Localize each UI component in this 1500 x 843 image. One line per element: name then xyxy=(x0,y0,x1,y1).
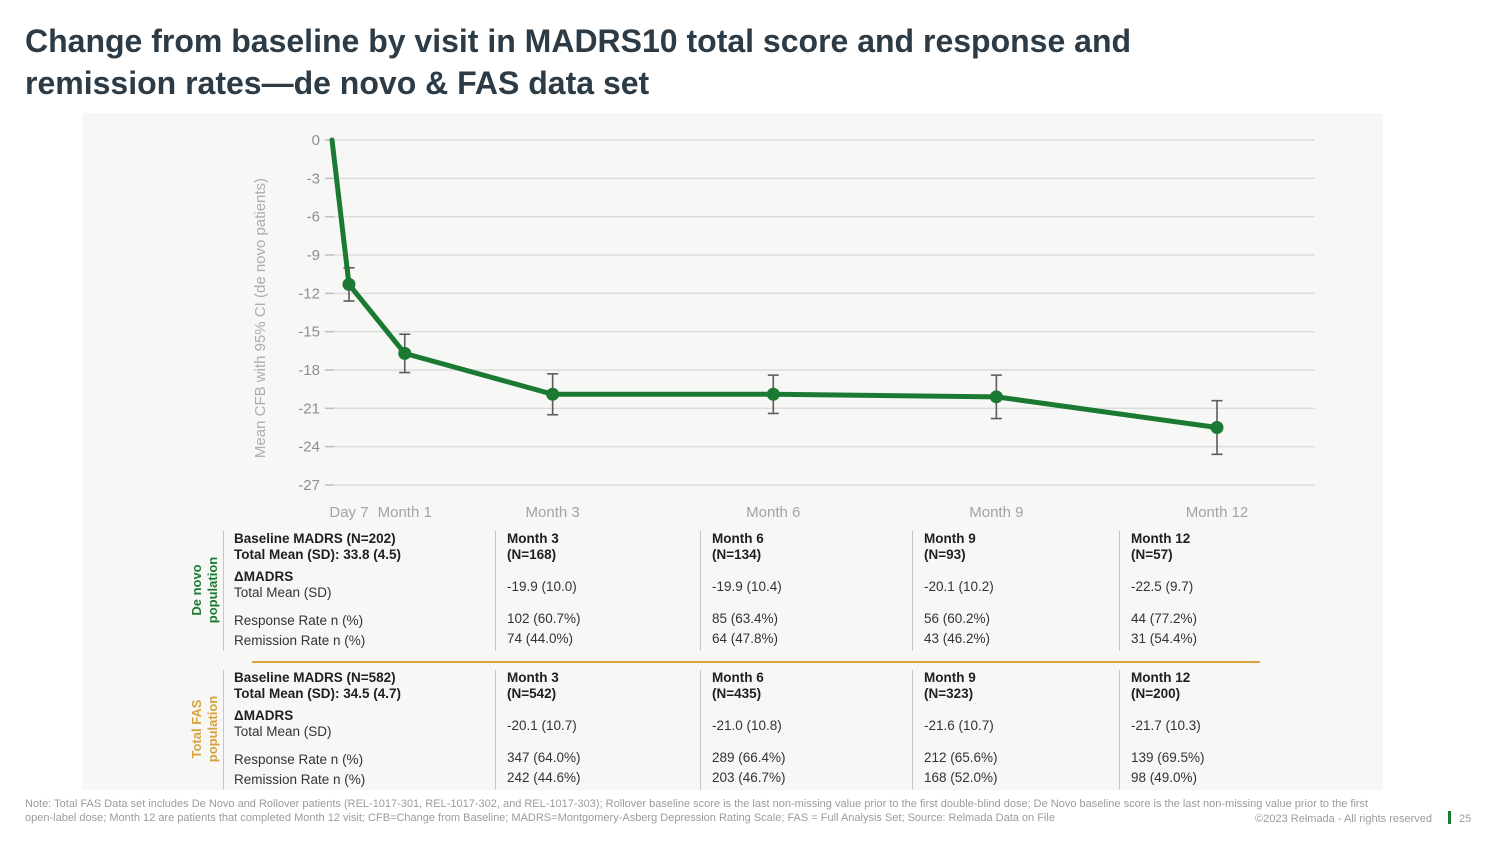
month-header-line1: Month 6 xyxy=(712,670,764,685)
delta-madrs-value: -21.6 (10.7) xyxy=(924,718,994,733)
baseline-madrs-cell: Baseline MADRS (N=582) Total Mean (SD): 3… xyxy=(234,670,495,706)
delta-madrs-value: -19.9 (10.0) xyxy=(507,579,577,594)
month-header-line1: Month 9 xyxy=(924,531,976,546)
response-rate-value: 102 (60.7%) xyxy=(507,611,581,626)
month-header: Month 3 (N=168) xyxy=(507,531,700,567)
footnote-line1: Note: Total FAS Data set includes De Nov… xyxy=(25,798,1369,810)
month-header-line2: (N=93) xyxy=(924,547,966,562)
month-header-line2: (N=57) xyxy=(1131,547,1173,562)
delta-madrs-value: -21.7 (10.3) xyxy=(1131,718,1201,733)
response-rate-value: 85 (63.4%) xyxy=(712,611,779,626)
response-rate-value: 56 (60.2%) xyxy=(924,611,991,626)
month-column: Month 9 (N=93) -20.1 (10.2) 56 (60.2%) 43 (4… xyxy=(912,531,1119,651)
remission-rate-value: 74 (44.0%) xyxy=(507,631,574,646)
month-header-line2: (N=435) xyxy=(712,686,762,701)
page-number-separator xyxy=(1448,811,1451,824)
month-column: Month 3 (N=168) -19.9 (10.0) 102 (60.7%) 74 … xyxy=(495,531,700,651)
month-header: Month 9 (N=93) xyxy=(924,531,1119,567)
month-header-line1: Month 9 xyxy=(924,670,976,685)
month-header-line1: Month 12 xyxy=(1131,531,1191,546)
de-novo-population-label: De novo population xyxy=(189,556,220,624)
delta-madrs-value: -19.9 (10.4) xyxy=(712,579,782,594)
month-column: Month 3 (N=542) -20.1 (10.7) 347 (64.0%) 242… xyxy=(495,670,700,790)
delta-madrs-label: ΔMADRS Total Mean (SD) xyxy=(234,567,495,609)
response-rate-label: Response Rate n (%) xyxy=(234,752,364,767)
baseline-line2: Total Mean (SD): 34.5 (4.7) xyxy=(234,686,402,701)
month-column: Month 9 (N=323) -21.6 (10.7) 212 (65.6%) 168… xyxy=(912,670,1119,790)
baseline-line1: Baseline MADRS (N=202) xyxy=(234,531,396,546)
month-header-line2: (N=323) xyxy=(924,686,974,701)
remission-rate-label: Remission Rate n (%) xyxy=(234,633,366,648)
delta-madrs-sub: Total Mean (SD) xyxy=(234,724,332,739)
remission-rate-value: 43 (46.2%) xyxy=(924,631,991,646)
month-header-line1: Month 3 xyxy=(507,531,559,546)
slide-title-line1: Change from baseline by visit in MADRS10… xyxy=(25,23,1132,59)
footnote: Note: Total FAS Data set includes De Nov… xyxy=(25,798,1465,825)
month-header: Month 6 (N=435) xyxy=(712,670,912,706)
month-header-line2: (N=168) xyxy=(507,547,557,562)
response-rate-value: 212 (65.6%) xyxy=(924,750,998,765)
gold-divider-line xyxy=(252,661,1260,663)
month-column: Month 6 (N=435) -21.0 (10.8) 289 (66.4%) 203… xyxy=(700,670,912,790)
delta-madrs-value: -20.1 (10.2) xyxy=(924,579,994,594)
month-column: Month 6 (N=134) -19.9 (10.4) 85 (63.4%) 64 (… xyxy=(700,531,912,651)
slide-title-line2: remission rates—de novo & FAS data set xyxy=(25,65,650,101)
remission-rate-value: 64 (47.8%) xyxy=(712,631,779,646)
remission-rate-value: 31 (54.4%) xyxy=(1131,631,1198,646)
remission-rate-value: 203 (46.7%) xyxy=(712,770,786,785)
response-rate-value: 347 (64.0%) xyxy=(507,750,581,765)
delta-madrs-label: ΔMADRS Total Mean (SD) xyxy=(234,706,495,748)
month-header-line1: Month 12 xyxy=(1131,670,1191,685)
month-header-line1: Month 6 xyxy=(712,531,764,546)
delta-madrs-bold: ΔMADRS xyxy=(234,569,294,584)
baseline-madrs-cell: Baseline MADRS (N=202) Total Mean (SD): 3… xyxy=(234,531,495,567)
response-rate-value: 44 (77.2%) xyxy=(1131,611,1198,626)
month-column: Month 12 (N=200) -21.7 (10.3) 139 (69.5%) 98… xyxy=(1119,670,1325,790)
remission-rate-value: 168 (52.0%) xyxy=(924,770,998,785)
baseline-line1: Baseline MADRS (N=582) xyxy=(234,670,396,685)
month-header-line2: (N=542) xyxy=(507,686,557,701)
month-column: Month 12 (N=57) -22.5 (9.7) 44 (77.2%) 31 (5… xyxy=(1119,531,1325,651)
footnote-line2: open-label dose; Month 12 are patients t… xyxy=(25,811,1055,824)
delta-madrs-sub: Total Mean (SD) xyxy=(234,585,332,600)
page-number: 25 xyxy=(1459,813,1472,825)
month-header: Month 6 (N=134) xyxy=(712,531,912,567)
delta-madrs-bold: ΔMADRS xyxy=(234,708,294,723)
response-rate-value: 139 (69.5%) xyxy=(1131,750,1205,765)
total-fas-population-label: Total FAS population xyxy=(189,695,220,763)
delta-madrs-value: -21.0 (10.8) xyxy=(712,718,782,733)
delta-madrs-value: -22.5 (9.7) xyxy=(1131,579,1194,594)
month-header-line2: (N=200) xyxy=(1131,686,1181,701)
response-rate-label: Response Rate n (%) xyxy=(234,613,364,628)
total-fas-data-table: Baseline MADRS (N=582) Total Mean (SD): 3… xyxy=(223,670,1325,790)
delta-madrs-value: -20.1 (10.7) xyxy=(507,718,577,733)
slide-title: Change from baseline by visit in MADRS10… xyxy=(25,20,1445,104)
month-header-line1: Month 3 xyxy=(507,670,559,685)
month-header: Month 9 (N=323) xyxy=(924,670,1119,706)
month-header: Month 12 (N=200) xyxy=(1131,670,1325,706)
baseline-line2: Total Mean (SD): 33.8 (4.5) xyxy=(234,547,402,562)
response-rate-value: 289 (66.4%) xyxy=(712,750,786,765)
month-header: Month 3 (N=542) xyxy=(507,670,700,706)
remission-rate-value: 242 (44.6%) xyxy=(507,770,581,785)
month-header: Month 12 (N=57) xyxy=(1131,531,1325,567)
row-label-column: Baseline MADRS (N=582) Total Mean (SD): 3… xyxy=(223,670,495,790)
de-novo-data-table: Baseline MADRS (N=202) Total Mean (SD): 3… xyxy=(223,531,1325,651)
month-header-line2: (N=134) xyxy=(712,547,762,562)
remission-rate-value: 98 (49.0%) xyxy=(1131,770,1198,785)
remission-rate-label: Remission Rate n (%) xyxy=(234,772,366,787)
row-label-column: Baseline MADRS (N=202) Total Mean (SD): 3… xyxy=(223,531,495,651)
copyright-text: ©2023 Relmada - All rights reserved xyxy=(1255,813,1432,825)
